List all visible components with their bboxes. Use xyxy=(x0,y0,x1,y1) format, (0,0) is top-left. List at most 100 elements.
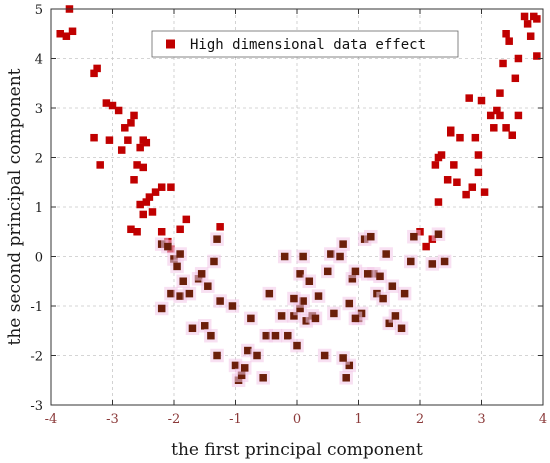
data-point xyxy=(133,161,141,169)
data-point xyxy=(213,351,221,360)
data-point xyxy=(296,304,304,313)
data-point xyxy=(280,252,289,261)
data-point xyxy=(114,106,123,115)
data-point xyxy=(142,138,151,147)
y-tick-label: -3 xyxy=(30,399,43,414)
data-point xyxy=(514,111,523,120)
y-tick-label: -1 xyxy=(30,300,43,315)
data-point xyxy=(182,215,191,224)
data-point xyxy=(428,260,437,268)
data-point xyxy=(379,294,387,303)
data-point xyxy=(348,275,357,283)
data-point xyxy=(124,136,132,144)
data-point xyxy=(56,30,64,38)
data-point xyxy=(450,161,458,169)
data-point xyxy=(93,64,101,73)
data-point xyxy=(157,228,166,236)
data-point xyxy=(407,257,415,266)
legend-box xyxy=(151,30,459,58)
data-point xyxy=(105,136,114,144)
data-point xyxy=(277,312,286,320)
data-point xyxy=(502,124,510,132)
data-point xyxy=(339,354,347,362)
data-point xyxy=(293,341,301,350)
data-point xyxy=(247,314,255,323)
data-point xyxy=(351,314,360,323)
data-point xyxy=(284,331,292,340)
data-point xyxy=(465,94,473,102)
data-point xyxy=(533,15,541,23)
data-point xyxy=(437,151,446,159)
data-point xyxy=(142,198,151,206)
data-point xyxy=(345,299,354,308)
data-point xyxy=(271,331,280,340)
data-point xyxy=(148,208,157,216)
data-point xyxy=(173,262,181,271)
data-point xyxy=(474,168,483,177)
data-point xyxy=(176,250,184,258)
y-tick-label: 0 xyxy=(35,251,43,266)
data-point xyxy=(133,228,141,236)
data-point xyxy=(385,319,393,328)
data-point xyxy=(400,289,409,298)
data-point xyxy=(440,257,449,266)
y-tick-label: 1 xyxy=(35,201,43,216)
data-point xyxy=(363,270,372,278)
x-tick-label: -3 xyxy=(106,412,119,427)
data-point xyxy=(136,143,144,152)
data-point xyxy=(197,270,206,278)
y-tick-label: 4 xyxy=(35,53,43,68)
data-point xyxy=(167,289,175,298)
data-point xyxy=(127,119,135,127)
data-point xyxy=(244,346,252,355)
data-point xyxy=(259,374,267,382)
data-point xyxy=(434,198,443,206)
data-point xyxy=(474,151,483,159)
data-point xyxy=(176,225,184,234)
data-point xyxy=(130,176,138,184)
data-point xyxy=(496,89,504,97)
data-point xyxy=(434,230,443,238)
x-axis-label: the first principal component xyxy=(171,440,423,460)
data-point xyxy=(330,309,338,318)
legend-label: High dimensional data effect xyxy=(190,37,426,53)
data-point xyxy=(253,351,261,360)
data-point xyxy=(320,351,329,360)
x-tick-label: -4 xyxy=(45,412,58,427)
data-point xyxy=(167,183,175,191)
x-tick-label: -1 xyxy=(229,412,242,427)
data-point xyxy=(90,69,98,78)
x-tick-label: 4 xyxy=(539,412,547,427)
data-point xyxy=(496,111,504,120)
data-point xyxy=(339,240,347,248)
plot-frame xyxy=(50,8,544,406)
x-tick-label: 1 xyxy=(354,412,362,427)
data-point xyxy=(471,133,480,142)
data-point xyxy=(296,270,304,278)
data-point xyxy=(176,292,184,300)
data-point xyxy=(108,101,117,110)
data-point xyxy=(201,322,209,330)
data-point xyxy=(136,200,144,209)
data-point xyxy=(216,223,224,231)
data-point xyxy=(240,364,249,372)
data-point xyxy=(342,374,350,382)
data-point xyxy=(127,225,135,234)
data-point xyxy=(351,267,360,276)
data-point xyxy=(376,272,384,281)
legend-marker xyxy=(166,39,175,49)
data-point xyxy=(388,282,397,290)
y-axis-label: the second principal component xyxy=(5,68,25,345)
y-tick-label: 3 xyxy=(35,102,43,117)
data-point xyxy=(290,294,298,303)
data-point xyxy=(305,277,314,285)
data-point xyxy=(410,232,418,241)
data-point xyxy=(210,257,218,266)
data-point xyxy=(96,161,104,169)
legend: High dimensional data effect xyxy=(151,30,459,58)
data-point xyxy=(90,133,98,142)
data-point xyxy=(462,190,470,199)
data-point xyxy=(188,324,197,333)
data-point xyxy=(431,161,440,169)
